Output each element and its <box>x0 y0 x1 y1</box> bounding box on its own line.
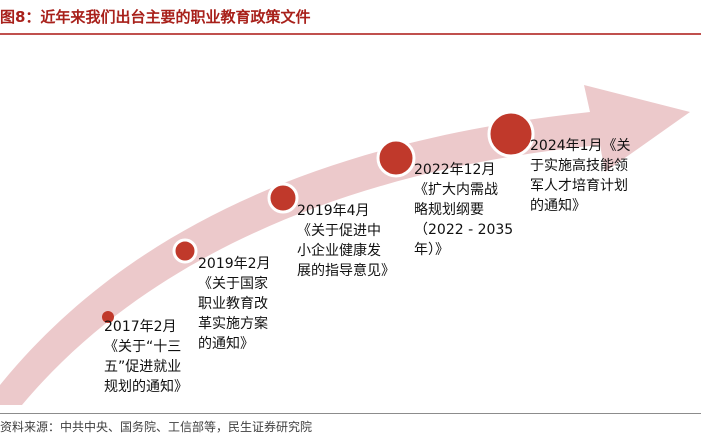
event-text-line: 规划的通知》 <box>104 379 188 395</box>
event-2019-apr-label: 2019年4月 《关于促进中 小企业健康发 展的指导意见》 <box>297 201 395 281</box>
growth-arrow <box>0 85 690 405</box>
marker-2019-apr <box>267 182 299 214</box>
event-text-line: 军人才培育计划 <box>530 178 628 194</box>
event-text-line: 革实施方案 <box>198 316 268 332</box>
title-divider <box>0 33 701 35</box>
event-text-line: 略规划纲要 <box>414 202 484 218</box>
event-text-line: 《关于“十三 <box>104 339 182 355</box>
event-2019-feb-label: 2019年2月 《关于国家 职业教育改 革实施方案 的通知》 <box>198 254 271 354</box>
marker-2017 <box>102 311 114 323</box>
event-date: 2022年12月 <box>414 162 496 178</box>
event-text-line: 于实施高技能领 <box>530 158 628 174</box>
event-date: 2019年4月 <box>297 203 370 219</box>
event-date: 2019年2月 <box>198 256 271 272</box>
event-text-line: 五”促进就业 <box>104 359 182 375</box>
event-text-line: 年）》 <box>414 242 449 258</box>
event-2017-label: 2017年2月 《关于“十三 五”促进就业 规划的通知》 <box>104 317 188 397</box>
event-text-line: 的通知》 <box>198 336 254 352</box>
marker-2019-feb <box>172 238 198 264</box>
event-date: 2024年1月《关 <box>530 138 631 154</box>
event-text-line: 《关于国家 <box>198 276 268 292</box>
marker-2024 <box>487 110 535 158</box>
event-text-line: （2022 - 2035 <box>414 222 514 238</box>
event-2022-label: 2022年12月 《扩大内需战 略规划纲要 （2022 - 2035 年）》 <box>414 160 513 260</box>
event-text-line: 《关于促进中 <box>297 223 381 239</box>
source-note: 资料来源：中共中央、国务院、工信部等，民生证券研究院 <box>0 420 313 434</box>
event-text-line: 《扩大内需战 <box>414 182 498 198</box>
event-text-line: 展的指导意见》 <box>297 263 395 279</box>
event-text-line: 职业教育改 <box>198 296 268 312</box>
event-text-line: 的通知》 <box>530 198 586 214</box>
event-2024-label: 2024年1月《关 于实施高技能领 军人才培育计划 的通知》 <box>530 136 631 216</box>
footer-divider <box>0 413 701 414</box>
figure-title: 图8：近年来我们出台主要的职业教育政策文件 <box>0 8 311 26</box>
marker-2022 <box>376 138 416 178</box>
event-date: 2017年2月 <box>104 319 177 335</box>
event-text-line: 小企业健康发 <box>297 243 381 259</box>
